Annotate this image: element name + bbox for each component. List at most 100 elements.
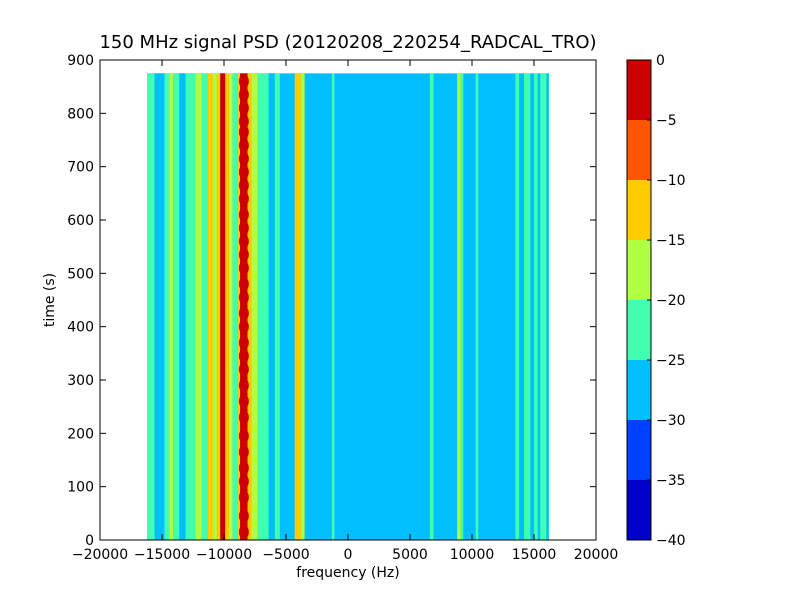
- psd-band: [201, 73, 208, 540]
- carrier-peak: [238, 191, 249, 206]
- psd-band: [228, 73, 233, 540]
- psd-band: [274, 73, 280, 540]
- psd-band: [534, 73, 538, 540]
- psd-band: [268, 73, 275, 540]
- colorbar: −40 −35 −30 −25 −20 −15 −10 −5 0: [626, 53, 686, 549]
- y-tick-label: 600: [67, 213, 94, 229]
- colorbar-tick-label: −15: [656, 233, 686, 249]
- psd-band: [212, 73, 217, 540]
- carrier-peak: [238, 87, 249, 102]
- psd-band: [524, 73, 531, 540]
- psd-band: [220, 73, 226, 540]
- psd-band: [169, 73, 174, 540]
- psd-band: [429, 73, 434, 540]
- colorbar-tick-label: −40: [656, 533, 686, 549]
- psd-band: [173, 73, 180, 540]
- carrier-peak: [238, 165, 249, 179]
- psd-band: [154, 73, 165, 540]
- colorbar-segment: [627, 360, 651, 420]
- y-tick-label: 0: [85, 533, 94, 549]
- carrier-peak: [238, 221, 249, 235]
- psd-band: [257, 73, 269, 540]
- carrier-peak: [238, 207, 249, 222]
- chart-title: 150 MHz signal PSD (20120208_220254_RADC…: [99, 32, 596, 53]
- colorbar-segment: [627, 60, 651, 120]
- psd-band: [216, 73, 221, 540]
- carrier-peak: [238, 319, 249, 334]
- carrier-peak: [238, 247, 249, 262]
- carrier-peak: [238, 114, 249, 129]
- colorbar-segment: [627, 420, 651, 480]
- psd-band: [515, 73, 520, 540]
- psd-band: [195, 73, 202, 540]
- x-tick-label: 15000: [512, 547, 557, 563]
- colorbar-segment: [627, 120, 651, 180]
- colorbar-segment: [627, 300, 651, 360]
- x-tick-label: 5000: [392, 547, 428, 563]
- psd-band: [179, 73, 186, 540]
- plot-area: [147, 73, 549, 540]
- carrier-peak: [238, 125, 249, 139]
- psd-band: [475, 73, 479, 540]
- carrier-peak: [238, 410, 249, 425]
- carrier-peak: [238, 277, 249, 291]
- colorbar-tick-label: −30: [656, 413, 686, 429]
- x-tick-label: −20000: [72, 547, 128, 563]
- psd-band: [300, 73, 305, 540]
- colorbar-tick-label: −20: [656, 293, 686, 309]
- y-tick-label: 700: [67, 160, 94, 176]
- carrier-peak: [238, 461, 249, 475]
- y-axis-label: time (s): [42, 273, 58, 327]
- carrier-peak: [238, 490, 249, 505]
- colorbar-tick-label: −35: [656, 473, 686, 489]
- carrier-peak: [238, 306, 249, 321]
- colorbar-tick-label: −5: [656, 113, 677, 129]
- psd-band: [225, 73, 229, 540]
- x-tick-label: −15000: [134, 547, 190, 563]
- psd-band: [294, 73, 301, 540]
- y-tick-label: 200: [67, 426, 94, 442]
- psd-band: [164, 73, 170, 540]
- carrier-peak: [238, 474, 249, 489]
- carrier-peak: [238, 138, 249, 153]
- x-tick-label: 20000: [574, 547, 619, 563]
- carrier-peak: [238, 290, 249, 305]
- psd-band: [185, 73, 196, 540]
- y-tick-label: 800: [67, 106, 94, 122]
- colorbar-tick-label: −25: [656, 353, 686, 369]
- y-tick-label: 100: [67, 480, 94, 496]
- psd-band: [457, 73, 461, 540]
- x-tick-label: 10000: [450, 547, 495, 563]
- carrier-peak: [238, 349, 249, 363]
- colorbar-tick-label: −10: [656, 173, 686, 189]
- carrier-peak: [238, 234, 249, 249]
- psd-band: [247, 73, 252, 540]
- y-tick-label: 400: [67, 320, 94, 336]
- colorbar-segment: [627, 480, 651, 540]
- carrier-peak: [238, 151, 249, 166]
- psd-band: [540, 73, 547, 540]
- psd-band: [460, 73, 464, 540]
- carrier-peak: [238, 394, 249, 409]
- x-tick-label: −10000: [196, 547, 252, 563]
- carrier-peak: [238, 74, 249, 89]
- carrier-peak: [238, 509, 249, 523]
- y-tick-label: 900: [67, 53, 94, 69]
- carrier-peak: [238, 101, 249, 115]
- colorbar-segment: [627, 240, 651, 300]
- psd-band: [251, 73, 258, 540]
- psd-band: [147, 73, 155, 540]
- carrier-peak: [238, 378, 249, 393]
- y-axis: 0 100 200 300 400 500 600 700 800 900: [67, 53, 596, 549]
- carrier-peak: [238, 178, 249, 193]
- x-tick-label: −5000: [262, 547, 309, 563]
- psd-band: [207, 73, 213, 540]
- carrier-peak: [238, 429, 249, 443]
- psd-band: [237, 73, 241, 540]
- carrier-peak: [238, 362, 249, 377]
- x-axis: −20000 −15000 −10000 −5000 0 5000 10000 15000 20…: [72, 60, 618, 563]
- y-tick-label: 300: [67, 373, 94, 389]
- psd-band: [331, 73, 335, 540]
- x-tick-label: 0: [344, 547, 353, 563]
